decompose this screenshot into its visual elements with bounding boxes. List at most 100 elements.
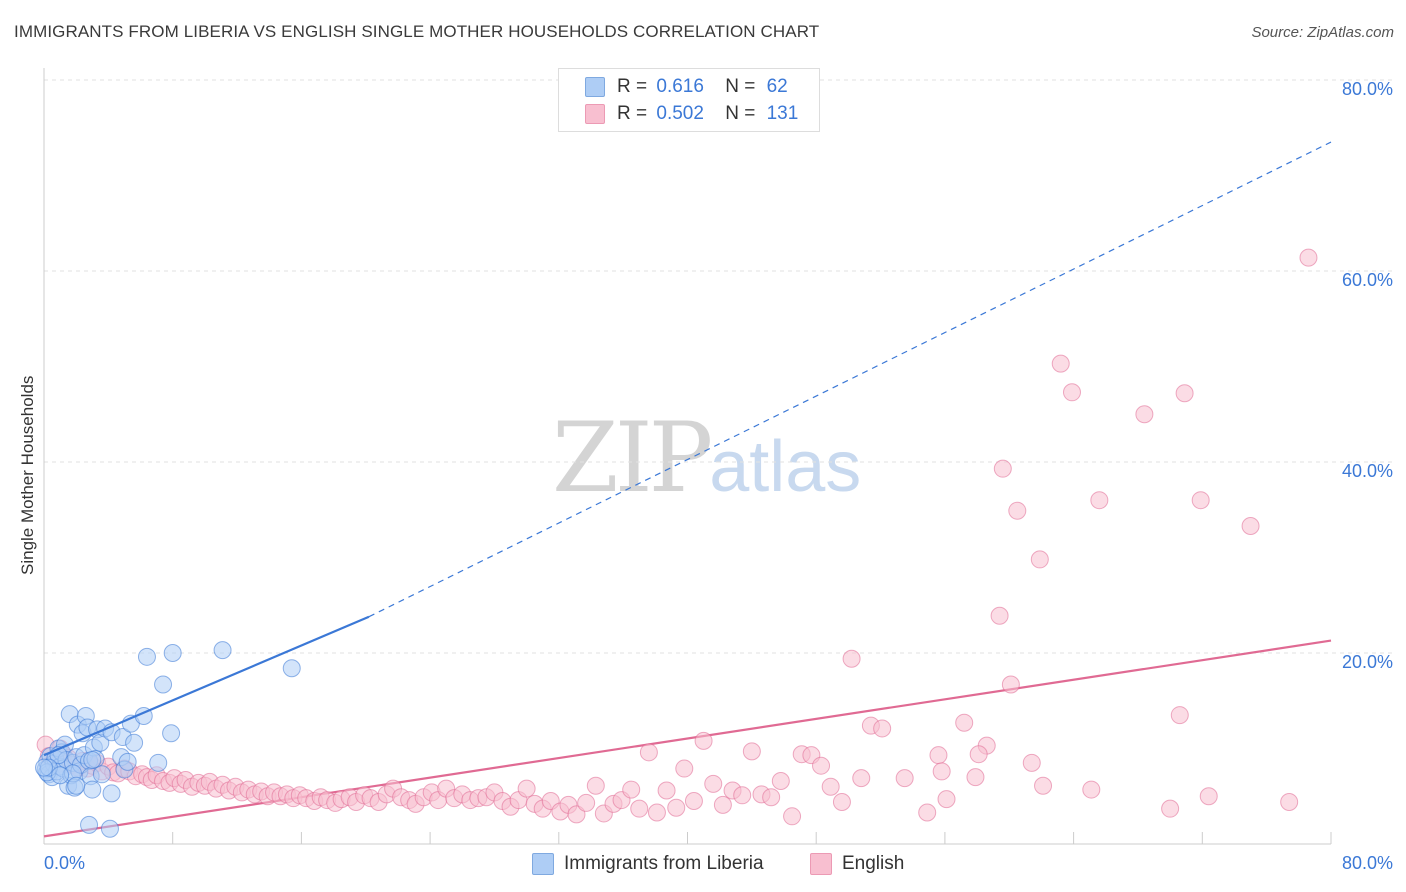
watermark: ZIPatlas [552,402,861,514]
english-point [1175,384,1194,403]
y-tick-label: 60.0% [1342,270,1393,290]
english-point [1001,675,1020,694]
english-point [586,776,605,795]
correlation-legend: R = 0.616 N = 62 R = 0.502 N = 131 [558,68,820,132]
english-point [842,649,861,668]
liberia-point [125,733,144,752]
english-point [1082,780,1101,799]
grid-lines [44,79,1392,654]
liberia-point [149,753,168,772]
legend-swatch-liberia [585,77,605,97]
english-point [918,803,937,822]
liberia-point [83,750,102,769]
english-point [821,777,840,796]
bottom-legend-label-liberia: Immigrants from Liberia [564,853,764,874]
legend-text-english: R = 0.502 N = 131 [617,103,798,125]
english-point [1022,753,1041,772]
english-point [639,743,658,762]
liberia-point [80,815,99,834]
liberia-point [118,752,137,771]
english-point [704,774,723,793]
english-point [966,768,985,787]
source-label: Source: ZipAtlas.com [1251,24,1394,41]
legend-n-value: 131 [766,103,799,124]
legend-text-liberia: R = 0.616 N = 62 [617,76,788,98]
english-point [657,781,676,800]
trend-line-liberia [43,615,370,757]
legend-r-label: R = [617,76,648,97]
english-point [630,799,649,818]
english-point [1170,706,1189,725]
liberia-points [35,641,301,838]
liberia-point [282,659,301,678]
trend-line-english [43,639,1332,838]
y-tick-label: 80.0% [1342,79,1393,99]
liberia-point [51,766,70,785]
english-point [895,769,914,788]
axes [43,68,1332,845]
english-point [1280,792,1299,811]
english-point [1008,501,1027,520]
bottom-legend-label-english: English [842,853,905,874]
watermark-atlas: atlas [709,427,862,507]
bottom-legend-swatch-english [810,853,832,875]
english-point [993,459,1012,478]
english-point [713,795,732,814]
english-point [852,769,871,788]
english-point [932,762,951,781]
english-point [1191,491,1210,510]
english-point [1299,248,1318,267]
english-point [647,803,666,822]
y-axis-label: Single Mother Households [18,375,37,575]
english-point [1090,491,1109,510]
english-point [1135,405,1154,424]
liberia-point [92,765,111,784]
english-point [1030,550,1049,569]
english-point [783,807,802,826]
english-point [742,742,761,761]
legend-r-value: 0.616 [656,76,704,97]
legend-n-label: N = [725,103,756,124]
english-point [517,779,536,798]
liberia-point [213,641,232,660]
english-point [1051,354,1070,373]
english-point [1199,787,1218,806]
english-point [955,713,974,732]
english-point [694,731,713,750]
english-point [1161,799,1180,818]
liberia-point [162,724,181,743]
english-point [969,745,988,764]
english-point [1062,383,1081,402]
x-tick-label: 0.0% [44,853,85,873]
english-point [1241,516,1260,535]
trend-line-liberia-extension [368,141,1332,618]
english-point [812,756,831,775]
english-point [684,792,703,811]
english-point [675,759,694,778]
liberia-point [83,780,102,799]
english-points [36,248,1318,826]
english-point [1034,776,1053,795]
legend-n-value: 62 [766,76,788,97]
y-tick-label: 20.0% [1342,652,1393,672]
english-point [990,606,1009,625]
legend-r-value: 0.502 [656,103,704,124]
english-point [937,790,956,809]
english-point [733,786,752,805]
english-point [667,798,686,817]
english-point [762,788,781,807]
liberia-point [102,784,121,803]
legend-swatch-english [585,104,605,124]
english-point [832,792,851,811]
english-point [873,719,892,738]
legend-n-label: N = [725,76,756,97]
liberia-point [154,675,173,694]
trend-lines [43,141,1332,838]
liberia-point [100,819,119,838]
liberia-point [67,776,86,795]
english-point [567,805,586,824]
liberia-point [137,647,156,666]
watermark-zip: ZIP [552,402,713,514]
english-point [929,746,948,765]
